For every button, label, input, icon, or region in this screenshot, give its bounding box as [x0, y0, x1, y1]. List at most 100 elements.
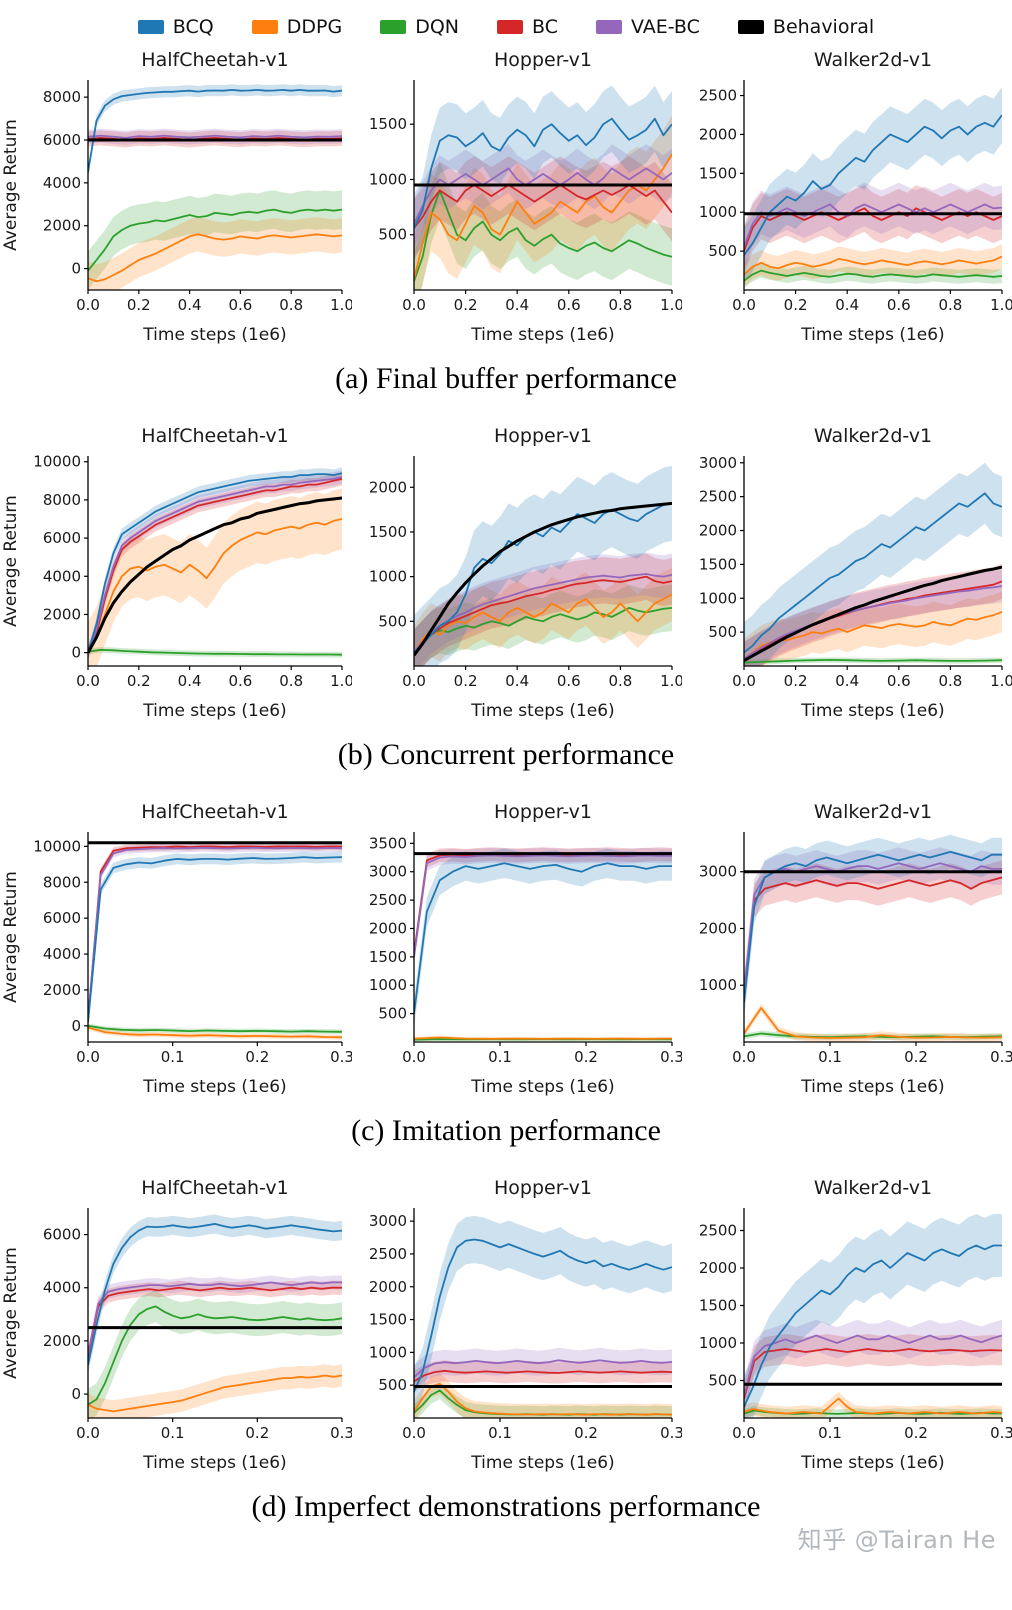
legend-label-vae-bc: VAE-BC — [630, 16, 700, 38]
y-tick-label: 6000 — [43, 909, 81, 927]
y-tick-label: 2000 — [43, 605, 81, 623]
series-vae-bc — [88, 476, 342, 653]
y-tick-label: 500 — [378, 612, 407, 630]
chart-svg-b2: 0.0 0.2 0.4 0.6 0.8 1.0 500 1000 1500 2000 2500 300… — [699, 425, 1012, 721]
series-dqn — [88, 1305, 342, 1406]
x-axis-label: Time steps (1e6) — [470, 1077, 614, 1097]
y-tick-label: 2000 — [43, 217, 81, 235]
y-tick-label: 1500 — [369, 1311, 407, 1329]
ddpg-color-swatch — [251, 20, 278, 34]
chart-title: HalfCheetah-v1 — [141, 1177, 288, 1199]
band-dqn — [88, 190, 342, 290]
chart-title: Hopper-v1 — [494, 801, 592, 823]
y-tick-label: 500 — [708, 1372, 737, 1390]
legend-item-bcq: BCQ — [137, 16, 214, 38]
x-axis-label: Time steps (1e6) — [470, 325, 614, 345]
x-tick-label: 0.4 — [178, 672, 202, 690]
dqn-color-swatch — [380, 20, 407, 34]
x-tick-label: 0.2 — [245, 1424, 269, 1442]
series-ddpg — [414, 153, 672, 280]
y-tick-label: 4000 — [43, 174, 81, 192]
y-tick-label: 1500 — [699, 1297, 737, 1315]
band-bcq — [744, 462, 1002, 666]
band-bcq — [414, 848, 672, 1029]
series-dqn — [88, 648, 342, 656]
series-vae-bc — [414, 1359, 672, 1378]
band-bcq — [88, 84, 342, 178]
y-tick-label: 2000 — [43, 1332, 81, 1350]
x-tick-label: 0.8 — [279, 672, 303, 690]
y-tick-label: 2000 — [699, 919, 737, 937]
series-vae-bc — [88, 846, 342, 1020]
y-tick-label: 8000 — [43, 88, 81, 106]
x-axis-label: Time steps (1e6) — [142, 1453, 286, 1473]
band-dqn — [88, 646, 342, 658]
band-bc — [414, 1360, 672, 1392]
chart-svg-a0: 0.0 0.2 0.4 0.6 0.8 1.0 0 2000 4000 6000 8000 HalfC… — [1, 49, 354, 345]
y-tick-label: 2500 — [369, 891, 407, 909]
series-behavioral — [88, 496, 342, 654]
vae-bc-color-swatch — [595, 20, 622, 34]
series-bc — [744, 876, 1002, 997]
legend-item-dqn: DQN — [380, 16, 459, 38]
band-dqn — [414, 584, 672, 666]
y-tick-label: 4000 — [43, 1279, 81, 1297]
y-tick-label: 6000 — [43, 529, 81, 547]
section-final-buffer: 0.0 0.2 0.4 0.6 0.8 1.0 0 2000 4000 6000 8000 HalfC… — [0, 46, 1012, 422]
series-ddpg — [88, 233, 342, 283]
band-dqn — [744, 263, 1002, 288]
y-tick-label: 0 — [71, 644, 81, 662]
series-bc — [88, 1286, 342, 1358]
chart-title: Walker2d-v1 — [814, 1177, 932, 1199]
series-bc — [414, 575, 672, 654]
chart-row-final-buffer: 0.0 0.2 0.4 0.6 0.8 1.0 0 2000 4000 6000 8000 HalfC… — [0, 46, 1012, 348]
chart-svg-a1: 0.0 0.2 0.4 0.6 0.8 1.0 500 1000 1500 Hopper-v1 Ti… — [369, 49, 684, 345]
y-tick-label: 1500 — [369, 523, 407, 541]
x-tick-label: 0.1 — [161, 1048, 185, 1066]
x-tick-label: 0.0 — [76, 1424, 100, 1442]
series-ddpg — [744, 1397, 1002, 1415]
band-dqn — [744, 1406, 1002, 1418]
section-imperfect-demos: 0.0 0.1 0.2 0.3 0 2000 4000 6000 HalfCheetah-v1 T… — [0, 1174, 1012, 1550]
series-ddpg — [88, 1026, 342, 1039]
x-tick-label: 0.2 — [904, 1048, 928, 1066]
series-vae-bc — [88, 134, 342, 139]
x-tick-label: 1.0 — [330, 672, 352, 690]
chart-title: HalfCheetah-v1 — [141, 425, 288, 447]
band-dqn — [414, 1381, 672, 1418]
series-vae-bc — [744, 203, 1002, 248]
series-vae-bc — [744, 862, 1002, 991]
y-axis-label: Average Return — [1, 495, 21, 627]
series-bcq — [414, 502, 672, 654]
chart-title: HalfCheetah-v1 — [141, 49, 288, 71]
y-tick-label: 6000 — [43, 131, 81, 149]
y-tick-label: 2000 — [699, 1259, 737, 1277]
x-tick-label: 0.2 — [784, 672, 808, 690]
x-tick-label: 0.4 — [505, 296, 529, 314]
series-dqn — [744, 659, 1002, 664]
band-vae-bc — [744, 847, 1002, 1007]
series-behavioral — [414, 501, 672, 657]
y-tick-label: 3500 — [369, 834, 407, 852]
y-tick-label: 6000 — [43, 1226, 81, 1244]
series-ddpg — [744, 1007, 1002, 1039]
figure-legend: BCQ DDPG DQN BC VAE-BC Behavioral — [0, 0, 1012, 46]
bc-color-swatch — [497, 20, 523, 34]
band-bcq — [414, 465, 672, 666]
x-tick-label: 1.0 — [660, 296, 682, 314]
legend-item-behavioral: Behavioral — [737, 16, 874, 38]
series-bcq — [88, 472, 342, 653]
series-ddpg — [88, 1374, 342, 1413]
series-ddpg — [414, 1036, 672, 1040]
series-bcq — [744, 851, 1002, 1003]
band-bcq — [414, 85, 672, 262]
legend-label-dqn: DQN — [415, 16, 459, 38]
series-vae-bc — [744, 1334, 1002, 1396]
chart-title: Walker2d-v1 — [814, 49, 932, 71]
series-vae-bc — [414, 854, 672, 958]
chart-row-imitation: 0.0 0.1 0.2 0.3 0 2000 4000 6000 8000 10000 HalfCh… — [0, 798, 1012, 1100]
chart-title: Walker2d-v1 — [814, 801, 932, 823]
x-tick-label: 0.0 — [402, 1424, 426, 1442]
chart-title: Hopper-v1 — [494, 425, 592, 447]
y-tick-label: 2500 — [699, 1222, 737, 1240]
